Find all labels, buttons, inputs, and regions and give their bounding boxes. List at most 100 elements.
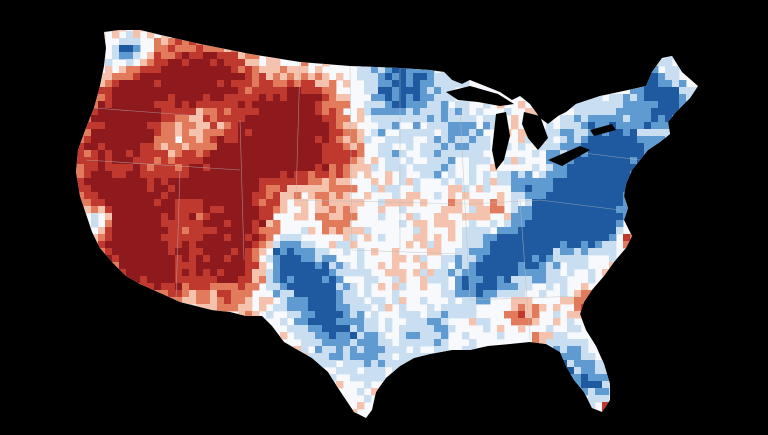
county-cell [203, 311, 211, 319]
county-cell [623, 416, 631, 418]
county-cell [182, 45, 190, 53]
county-cell [203, 192, 211, 200]
county-cell [392, 108, 400, 116]
county-cell [315, 164, 323, 172]
county-cell [161, 178, 169, 186]
county-cell [301, 136, 309, 144]
county-cell [154, 136, 162, 144]
county-cell [301, 409, 309, 417]
county-cell [672, 381, 680, 389]
county-cell [574, 325, 582, 333]
county-cell [497, 269, 505, 277]
county-cell [504, 234, 512, 242]
county-cell [441, 164, 449, 172]
county-cell [434, 87, 442, 95]
county-cell [210, 101, 218, 109]
county-cell [308, 108, 316, 116]
county-cell [469, 311, 477, 319]
county-cell [266, 234, 274, 242]
county-cell [245, 262, 253, 270]
county-cell [630, 185, 638, 193]
county-cell [637, 381, 645, 389]
county-cell [112, 122, 120, 130]
county-cell [189, 164, 197, 172]
county-cell [343, 262, 351, 270]
county-cell [126, 248, 134, 256]
county-cell [644, 66, 652, 74]
county-cell [385, 339, 393, 347]
county-cell [644, 241, 652, 249]
county-cell [539, 388, 547, 396]
county-cell [371, 388, 379, 396]
county-cell [238, 332, 246, 340]
county-cell [210, 129, 218, 137]
county-cell [336, 178, 344, 186]
county-cell [385, 108, 393, 116]
county-cell [133, 206, 141, 214]
county-cell [84, 360, 92, 368]
county-cell [574, 213, 582, 221]
county-cell [210, 80, 218, 88]
county-cell [322, 129, 330, 137]
county-cell [441, 143, 449, 151]
county-cell [294, 171, 302, 179]
county-cell [686, 122, 694, 130]
county-cell [287, 45, 295, 53]
county-cell [546, 185, 554, 193]
county-cell [490, 262, 498, 270]
county-cell [322, 108, 330, 116]
county-cell [322, 339, 330, 347]
county-cell [308, 311, 316, 319]
county-cell [301, 108, 309, 116]
county-cell [203, 150, 211, 158]
county-cell [672, 199, 680, 207]
county-cell [350, 346, 358, 354]
county-cell [77, 59, 85, 67]
county-cell [651, 178, 659, 186]
county-cell [84, 199, 92, 207]
county-cell [399, 339, 407, 347]
county-cell [511, 304, 519, 312]
county-cell [574, 192, 582, 200]
county-cell [518, 101, 526, 109]
county-cell [490, 80, 498, 88]
county-cell [154, 276, 162, 284]
county-cell [154, 45, 162, 53]
county-cell [105, 199, 113, 207]
county-cell [175, 241, 183, 249]
county-cell [371, 311, 379, 319]
county-cell [658, 150, 666, 158]
county-cell [126, 416, 134, 418]
county-cell [224, 276, 232, 284]
county-cell [259, 178, 267, 186]
county-cell [644, 318, 652, 326]
county-cell [560, 290, 568, 298]
county-cell [588, 395, 596, 403]
county-cell [679, 269, 687, 277]
county-cell [308, 276, 316, 284]
county-cell [315, 374, 323, 382]
county-cell [147, 66, 155, 74]
county-cell [490, 206, 498, 214]
county-cell [175, 108, 183, 116]
county-cell [175, 157, 183, 165]
county-cell [231, 59, 239, 67]
county-cell [273, 199, 281, 207]
county-cell [147, 255, 155, 263]
county-cell [217, 269, 225, 277]
county-cell [385, 185, 393, 193]
county-cell [161, 220, 169, 228]
county-cell [189, 87, 197, 95]
county-cell [252, 241, 260, 249]
county-cell [161, 30, 169, 32]
county-cell [441, 255, 449, 263]
county-cell [308, 248, 316, 256]
county-cell [630, 94, 638, 102]
county-cell [273, 87, 281, 95]
county-cell [525, 297, 533, 305]
county-cell [203, 73, 211, 81]
county-cell [252, 220, 260, 228]
county-cell [518, 136, 526, 144]
county-cell [266, 255, 274, 263]
county-cell [126, 402, 134, 410]
